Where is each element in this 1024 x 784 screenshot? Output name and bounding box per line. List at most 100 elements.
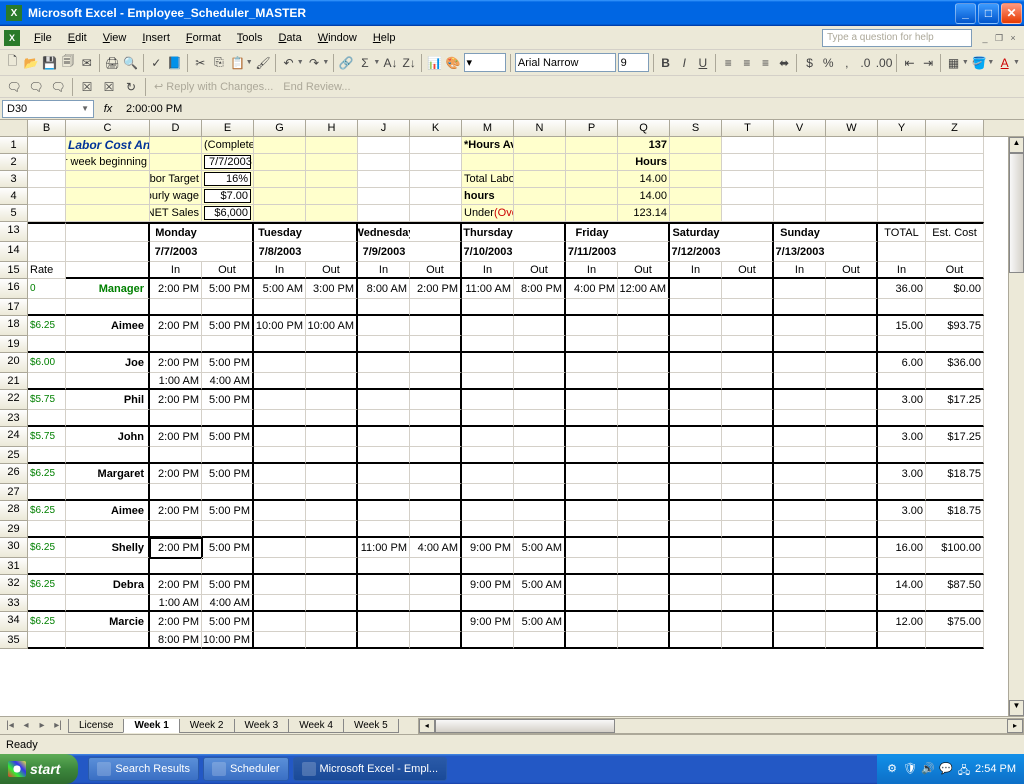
shift-in[interactable]: 2:00 PM — [150, 279, 202, 299]
cell[interactable] — [826, 242, 878, 262]
chevron-down-icon[interactable]: ▼ — [1013, 59, 1020, 66]
shift-cell[interactable] — [618, 447, 670, 464]
shift-out[interactable] — [306, 575, 358, 595]
column-header[interactable]: C — [66, 120, 150, 136]
shift-cell[interactable] — [566, 373, 618, 390]
drawing-button[interactable]: 🎨 — [445, 53, 462, 73]
column-header[interactable]: V — [774, 120, 826, 136]
cell[interactable] — [66, 299, 150, 316]
rate-cell[interactable]: $5.75 — [28, 390, 66, 410]
cell[interactable] — [202, 242, 254, 262]
cell[interactable] — [254, 171, 306, 188]
cell[interactable] — [254, 137, 306, 154]
shift-cell[interactable] — [202, 484, 254, 501]
column-header[interactable]: Q — [618, 120, 670, 136]
column-header[interactable]: Y — [878, 120, 926, 136]
shift-cell[interactable] — [150, 299, 202, 316]
shift-in[interactable] — [254, 390, 306, 410]
shift-out[interactable] — [618, 390, 670, 410]
tray-icon[interactable]: 🖧 — [957, 762, 971, 776]
shift-cell[interactable] — [410, 299, 462, 316]
shift-cell[interactable] — [826, 410, 878, 427]
cell[interactable] — [670, 188, 722, 205]
shift-cell[interactable] — [670, 299, 722, 316]
shift-in[interactable] — [254, 353, 306, 373]
employee-name[interactable]: Joe — [66, 353, 150, 373]
shift-cell[interactable] — [202, 447, 254, 464]
column-header[interactable]: D — [150, 120, 202, 136]
cell[interactable] — [926, 632, 984, 649]
column-header[interactable]: S — [670, 120, 722, 136]
column-header[interactable]: W — [826, 120, 878, 136]
menu-view[interactable]: View — [95, 30, 135, 46]
shift-cell[interactable] — [410, 410, 462, 427]
cell[interactable] — [254, 188, 306, 205]
boxes-note[interactable]: (Complete the boxes below) — [202, 137, 254, 154]
shift-cell[interactable] — [150, 336, 202, 353]
mdi-minimize[interactable]: _ — [978, 31, 992, 45]
shift-cell[interactable] — [566, 299, 618, 316]
shift-cell[interactable] — [722, 558, 774, 575]
shift-cell[interactable] — [722, 410, 774, 427]
cell[interactable] — [66, 336, 150, 353]
paste-button[interactable]: 📋 — [229, 53, 246, 73]
shift-cell[interactable] — [670, 336, 722, 353]
cell[interactable]: 7/7/2003 — [150, 242, 202, 262]
shift-out[interactable] — [410, 427, 462, 447]
tab-next-button[interactable]: ▸ — [34, 720, 50, 731]
shift-cell[interactable] — [722, 336, 774, 353]
chevron-down-icon[interactable]: ▼ — [987, 59, 994, 66]
row-header[interactable]: 3 — [0, 171, 28, 188]
cell[interactable]: 7/13/2003 — [774, 242, 826, 262]
close-button[interactable]: ✕ — [1001, 3, 1022, 24]
shift-out[interactable]: 5:00 PM — [202, 353, 254, 373]
cost-cell[interactable]: $0.00 — [926, 279, 984, 299]
shift-in[interactable]: 9:00 PM — [462, 575, 514, 595]
sheet-tab-week-3[interactable]: Week 3 — [234, 719, 290, 733]
shift-cell[interactable] — [254, 336, 306, 353]
total-header[interactable]: TOTAL — [878, 222, 926, 242]
shift-cell[interactable] — [150, 410, 202, 427]
email-button[interactable]: ✉ — [78, 53, 95, 73]
tray-icon[interactable]: 🔊 — [921, 762, 935, 776]
shift-cell[interactable] — [462, 632, 514, 649]
shift-out[interactable]: 5:00 PM — [202, 464, 254, 484]
shift-cell[interactable] — [514, 484, 566, 501]
shift-in[interactable] — [774, 538, 826, 558]
undo-button[interactable]: ↶ — [280, 53, 297, 73]
shift-cell[interactable] — [358, 558, 410, 575]
shift-cell[interactable] — [618, 336, 670, 353]
shift-cell[interactable] — [670, 410, 722, 427]
cell[interactable] — [878, 447, 926, 464]
redo-button[interactable]: ↷ — [306, 53, 323, 73]
new-button[interactable]: 🗋 — [4, 53, 21, 73]
cell[interactable] — [878, 558, 926, 575]
cell[interactable] — [878, 521, 926, 538]
cell[interactable] — [28, 299, 66, 316]
shift-in[interactable] — [774, 464, 826, 484]
row-header[interactable]: 27 — [0, 484, 28, 501]
cell[interactable] — [28, 484, 66, 501]
shift-out[interactable] — [826, 390, 878, 410]
chevron-down-icon[interactable]: ▼ — [322, 59, 329, 66]
help-search[interactable]: Type a question for help — [822, 29, 972, 47]
shift-cell[interactable] — [618, 299, 670, 316]
employee-name[interactable]: Aimee — [66, 501, 150, 521]
cell[interactable] — [774, 205, 826, 222]
row-header[interactable]: 19 — [0, 336, 28, 353]
shift-cell[interactable] — [254, 558, 306, 575]
shift-cell[interactable] — [774, 336, 826, 353]
permissions-button[interactable]: 🗐 — [60, 53, 77, 73]
shift-out[interactable] — [722, 575, 774, 595]
shift-cell[interactable] — [774, 484, 826, 501]
employee-name[interactable]: Phil — [66, 390, 150, 410]
column-header[interactable]: B — [28, 120, 66, 136]
shift-in[interactable]: 9:00 PM — [462, 612, 514, 632]
total-cell[interactable]: 3.00 — [878, 427, 926, 447]
mdi-restore[interactable]: ❐ — [992, 31, 1006, 45]
shift-in[interactable] — [774, 353, 826, 373]
print-button[interactable]: 🖨 — [104, 53, 121, 73]
cell[interactable] — [826, 171, 878, 188]
shift-cell[interactable] — [774, 558, 826, 575]
cell[interactable] — [670, 154, 722, 171]
